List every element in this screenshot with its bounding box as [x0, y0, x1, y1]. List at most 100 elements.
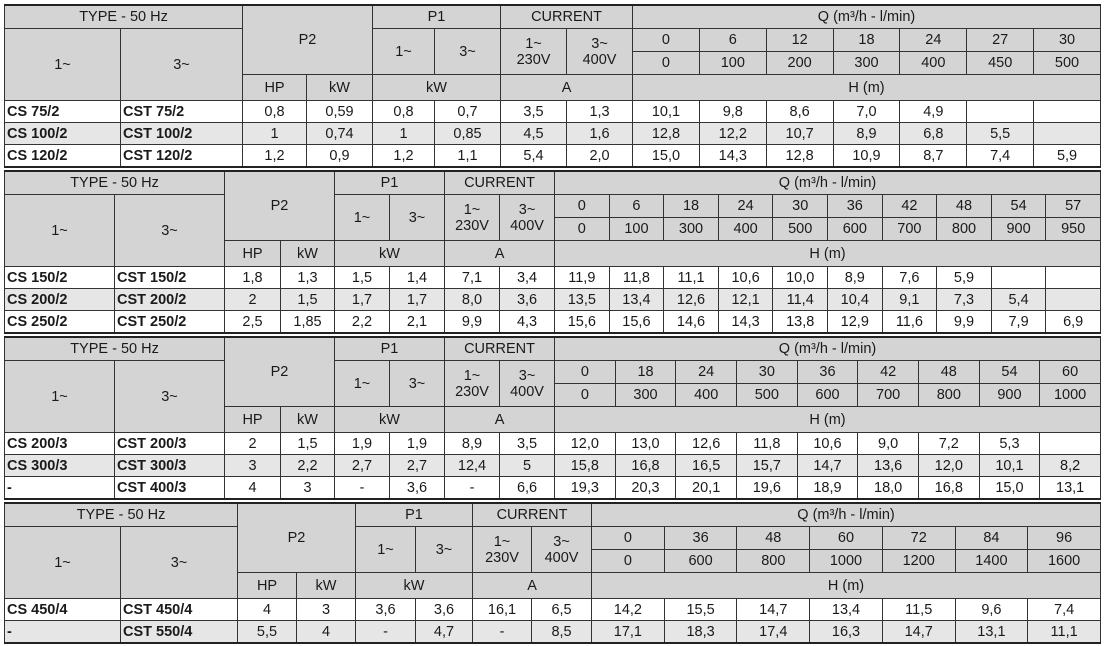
flow-lmin-value: 1200	[881, 549, 956, 573]
flow-m3h-value: 42	[857, 360, 919, 384]
flow-lmin-value: 600	[663, 549, 738, 573]
flow-m3h-value: 6	[608, 194, 665, 218]
head-value: 12,9	[827, 310, 883, 334]
table-row: CS 200/3 CST 200/3 2 1,5 1,9 1,9 8,9 3,5 12,0 13,…	[4, 432, 1101, 455]
flow-m3h-value: 18	[614, 360, 677, 384]
model-single-phase: CS 450/4	[4, 598, 121, 621]
p1-three-phase-value: 1,9	[389, 432, 446, 455]
p2-kw-value: 1,85	[280, 310, 336, 334]
table-row: - CST 400/3 4 3-3,6-6,6 19,3 20,3 20,1 19,6 18,9…	[4, 476, 1101, 500]
p2-hp-value: 1	[242, 122, 308, 145]
head-value: 14,7	[796, 454, 859, 477]
flow-lmin-value: 400	[675, 383, 737, 407]
head-value: 7,2	[917, 432, 980, 455]
current-230v-header-line: 1~	[463, 367, 481, 384]
head-value: 13,1	[1039, 476, 1101, 500]
p1-three-phase-value: 3,6	[389, 476, 446, 500]
current-header: CURRENT	[444, 336, 556, 361]
head-value: 5,3	[978, 432, 1041, 455]
model-three-phase: CST 300/3	[113, 454, 226, 477]
p2-kw-value: 2,2	[280, 454, 336, 477]
amps-unit-header: A	[444, 240, 556, 267]
head-value: 10,4	[827, 288, 883, 311]
flow-m3h-value: 24	[899, 28, 968, 52]
flow-m3h-value: 60	[809, 526, 883, 550]
current-400v-header-line: 400V	[544, 549, 579, 566]
p1-single-phase-value: 2,7	[334, 454, 391, 477]
p1-single-phase-value: -	[334, 476, 391, 500]
performance-table: TYPE - 50 Hz P2 P1 CURRENT Q (m³/h - l/min) 1…	[3, 4, 1101, 168]
table-row: CS 150/2 CST 150/2 1,8 1,3 1,5 1,4 7,1 3,4 11,9 1…	[4, 266, 1101, 289]
amps-unit-header: A	[500, 74, 634, 101]
p1-header: P1	[372, 4, 502, 29]
flow-m3h-value: 36	[663, 526, 738, 550]
flow-lmin-value: 900	[978, 383, 1041, 407]
p1-three-phase-value: 0,7	[434, 100, 502, 123]
p1-three-phase-value: 2,7	[389, 454, 446, 477]
head-value: 15,0	[632, 144, 700, 168]
current-230v-header: 1~ 230V	[472, 526, 533, 573]
p1-header: P1	[334, 170, 446, 195]
flow-header: Q (m³/h - l/min)	[591, 502, 1101, 527]
p2-hp-value: 0,8	[242, 100, 308, 123]
flow-m3h-value: 0	[554, 194, 610, 218]
head-value: 11,6	[881, 310, 938, 334]
hp-unit-header: HP	[224, 406, 282, 433]
head-value: 15,7	[736, 454, 798, 477]
head-value: 11,4	[772, 288, 828, 311]
head-value: 12,0	[917, 454, 980, 477]
head-value: 7,3	[936, 288, 992, 311]
model-three-phase: CST 550/4	[119, 620, 239, 644]
p2-kw-value: 3	[280, 476, 336, 500]
current-400v-header-line: 3~	[553, 533, 570, 550]
head-value	[1039, 432, 1101, 455]
p1-three-phase-value: 1,7	[389, 288, 446, 311]
head-value: 7,4	[1027, 598, 1101, 621]
flow-lmin-value: 600	[827, 217, 883, 241]
head-value: 17,4	[736, 620, 811, 644]
head-value: 16,3	[809, 620, 883, 644]
current-230v-value: -	[444, 476, 501, 500]
current-230v-header-line: 230V	[516, 51, 551, 68]
flow-lmin-value: 450	[966, 51, 1035, 75]
head-unit-header: H (m)	[554, 240, 1101, 267]
current-header: CURRENT	[444, 170, 556, 195]
head-value: 14,3	[717, 310, 774, 334]
current-230v-value: 12,4	[444, 454, 501, 477]
p1-three-phase-value: 4,7	[415, 620, 474, 644]
p1-three-phase-value: 3,6	[415, 598, 474, 621]
flow-header: Q (m³/h - l/min)	[632, 4, 1101, 29]
head-value: 8,9	[832, 122, 901, 145]
head-value: 10,7	[765, 122, 834, 145]
p1-three-phase-value: 2,1	[389, 310, 446, 334]
model-three-phase: CST 75/2	[119, 100, 244, 123]
head-value: 14,7	[881, 620, 956, 644]
kw-unit-header: kW	[296, 572, 357, 599]
flow-lmin-value: 500	[1033, 51, 1101, 75]
p2-kw-value: 4	[296, 620, 357, 644]
p1-single-phase-value: 1,9	[334, 432, 391, 455]
flow-m3h-value: 12	[765, 28, 834, 52]
p2-hp-value: 3	[224, 454, 282, 477]
head-value: 5,9	[1033, 144, 1101, 168]
p2-hp-value: 2	[224, 432, 282, 455]
p1-single-phase-value: 1,5	[334, 266, 391, 289]
p2-header: P2	[224, 170, 336, 241]
head-value: 7,4	[966, 144, 1035, 168]
head-value: 10,1	[632, 100, 700, 123]
flow-m3h-value: 27	[966, 28, 1035, 52]
head-value: 6,8	[899, 122, 968, 145]
head-value: 11,5	[881, 598, 956, 621]
current-400v-header-line: 400V	[582, 51, 617, 68]
flow-lmin-value: 0	[591, 549, 665, 573]
model-three-phase: CST 150/2	[113, 266, 226, 289]
p2-hp-value: 2	[224, 288, 282, 311]
single-phase-header: 1~	[4, 28, 121, 101]
head-value: 14,2	[591, 598, 665, 621]
current-230v-header: 1~ 230V	[444, 360, 501, 407]
p2-kw-value: 0,74	[306, 122, 374, 145]
current-400v-value: 3,4	[499, 266, 556, 289]
flow-m3h-value: 36	[796, 360, 859, 384]
p2-kw-value: 0,59	[306, 100, 374, 123]
flow-lmin-value: 100	[608, 217, 665, 241]
